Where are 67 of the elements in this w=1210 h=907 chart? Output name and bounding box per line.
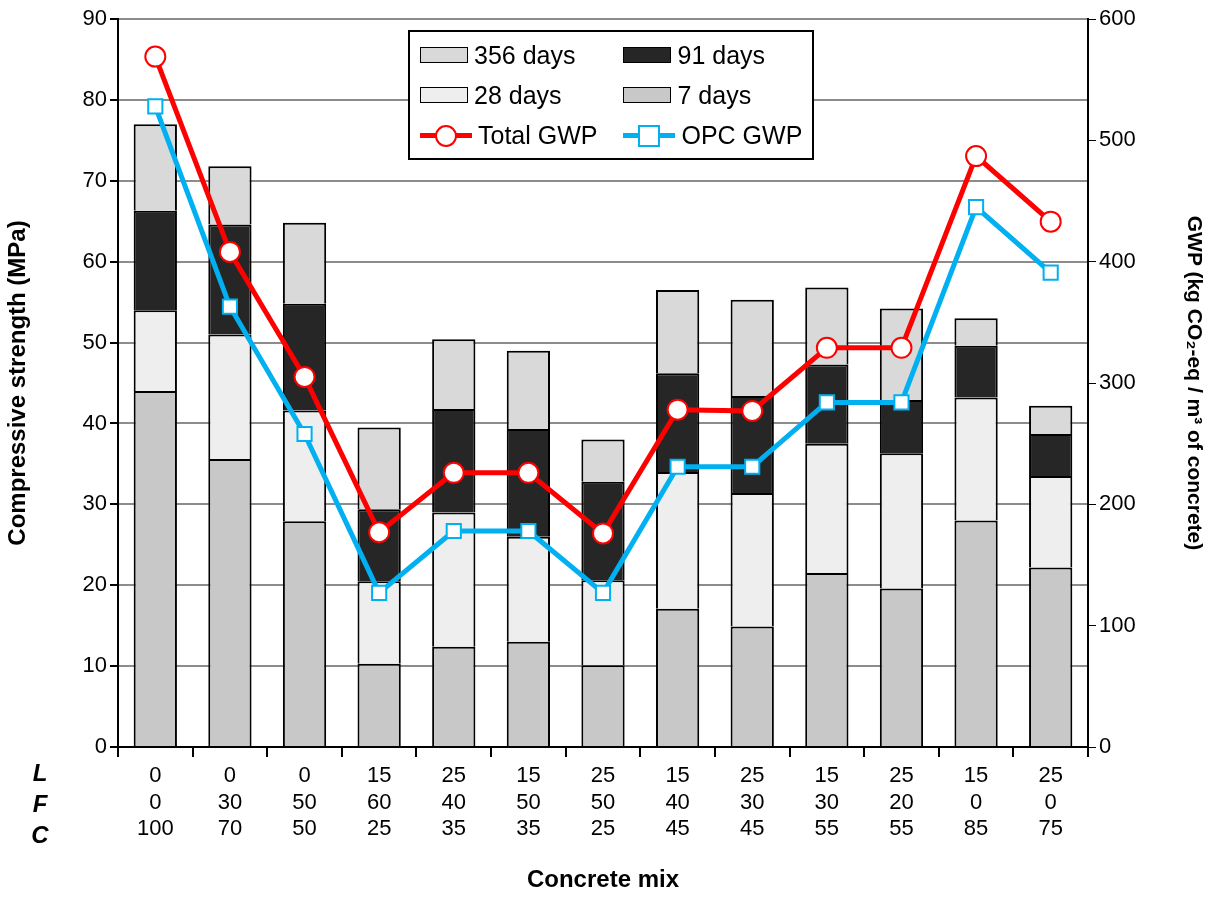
y-tick-label: 30 — [82, 490, 107, 516]
x-tick-label: 15 50 35 — [516, 762, 541, 841]
y-tick-label: 40 — [82, 409, 107, 435]
point — [1039, 210, 1062, 233]
y2-tick-label: 500 — [1099, 126, 1136, 152]
y-tick-label: 0 — [94, 733, 107, 759]
point — [818, 394, 835, 411]
point — [741, 399, 764, 422]
y-axis-title: Compressive strength (MPa) — [3, 220, 31, 546]
x-tick-label: 0 30 70 — [217, 762, 243, 841]
y-tick-label: 50 — [82, 328, 107, 354]
y2-tick-label: 0 — [1099, 733, 1112, 759]
point — [592, 522, 614, 545]
y-tick-label: 80 — [82, 85, 107, 111]
point — [1042, 264, 1059, 281]
y2-tick-label: 600 — [1099, 5, 1136, 31]
y2-tick-label: 300 — [1099, 369, 1136, 395]
text: F — [32, 789, 49, 817]
point — [520, 522, 537, 540]
point — [371, 584, 388, 601]
x-tick-label: 0 50 50 — [292, 762, 317, 841]
point — [445, 522, 462, 540]
x-axis-title: Concrete mix — [526, 865, 680, 893]
point — [893, 394, 910, 411]
x-tick-label: 15 60 25 — [366, 762, 392, 841]
point — [218, 240, 241, 263]
y-tick-label: 70 — [82, 166, 107, 192]
text: L — [32, 758, 48, 786]
x-tick-label: 25 30 45 — [739, 762, 765, 841]
y-tick-label: 20 — [82, 571, 107, 597]
x-tick-label: 15 0 85 — [963, 762, 989, 841]
y-tick-label: 90 — [82, 5, 107, 31]
legend-label: 91 days — [677, 40, 766, 70]
point — [594, 584, 612, 601]
x-tick-label: 0 0 100 — [136, 762, 174, 841]
x-tick-label: 25 20 55 — [889, 762, 914, 841]
legend-label: Total GWP — [478, 120, 598, 150]
legend-label: 28 days — [474, 80, 562, 110]
y2-tick-label: 400 — [1099, 247, 1136, 273]
y-tick-label: 10 — [82, 652, 107, 678]
point — [815, 336, 838, 359]
y-tick-label: 60 — [82, 247, 107, 273]
x-tick-label: 25 50 25 — [590, 762, 616, 841]
point — [666, 398, 689, 421]
y2-axis-title: GWP (kg CO₂-eq / m³ of concrete) — [1183, 215, 1207, 551]
y2-tick-label: 200 — [1099, 490, 1136, 516]
point — [744, 458, 761, 475]
legend-label: OPC GWP — [681, 120, 803, 150]
point — [296, 425, 313, 443]
point — [293, 365, 316, 388]
point — [442, 461, 465, 484]
point — [669, 458, 686, 475]
point — [221, 298, 238, 315]
x-tick-label: 15 40 45 — [665, 762, 690, 841]
point — [965, 145, 988, 168]
legend-label: 7 days — [677, 80, 752, 110]
point — [147, 98, 164, 115]
x-tick-label: 25 40 35 — [441, 762, 467, 841]
point — [517, 461, 540, 484]
y2-tick-label: 100 — [1099, 611, 1136, 637]
legend-label: 356 days — [474, 40, 576, 70]
point — [368, 521, 391, 544]
x-tick-label: 25 0 75 — [1038, 762, 1063, 841]
text: C — [31, 820, 50, 848]
point — [968, 199, 985, 216]
point — [144, 45, 167, 68]
x-tick-label: 15 30 55 — [814, 762, 840, 841]
